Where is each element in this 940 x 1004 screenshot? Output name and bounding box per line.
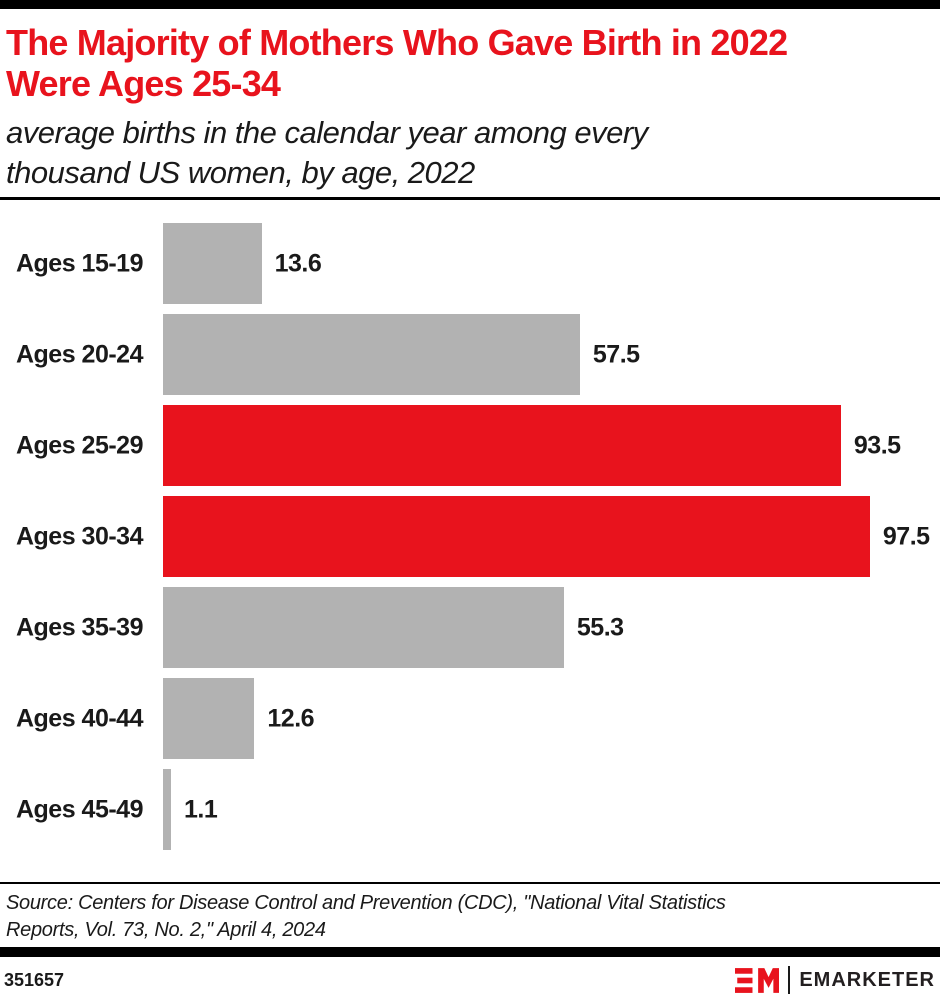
logo-divider	[787, 966, 791, 994]
bar-row: Ages 45-49 1.1	[0, 769, 940, 850]
header-divider	[0, 197, 940, 200]
chart-id: 351657	[4, 969, 65, 990]
value-label: 12.6	[267, 704, 315, 732]
top-accent-bar	[0, 0, 940, 9]
bar-row: Ages 35-39 55.3	[0, 587, 940, 668]
bar-row: Ages 30-34 97.5	[0, 496, 940, 577]
value-label: 97.5	[882, 522, 930, 550]
category-label: Ages 35-39	[15, 613, 144, 641]
value-label: 13.6	[274, 249, 322, 277]
footer-accent-bar	[0, 947, 940, 957]
bar	[163, 496, 870, 577]
value-label: 55.3	[576, 613, 624, 641]
brand-name: EMARKETER	[799, 968, 935, 991]
bar-row: Ages 20-24 57.5	[0, 314, 940, 395]
source-note: Source: Centers for Disease Control and …	[0, 884, 940, 947]
category-label: Ages 45-49	[15, 795, 144, 823]
bar	[163, 405, 841, 486]
bar-chart: Ages 15-19 13.6 Ages 20-24 57.5 Ages 25-29 93…	[0, 200, 940, 882]
source-line-1: Source: Centers for Disease Control and …	[6, 892, 726, 914]
category-label: Ages 30-34	[15, 522, 144, 550]
category-label: Ages 15-19	[15, 249, 144, 277]
subtitle-line-1: average births in the calendar year amon…	[6, 115, 648, 150]
value-label: 93.5	[853, 431, 901, 459]
bar-row: Ages 40-44 12.6	[0, 678, 940, 759]
source-divider	[0, 882, 940, 884]
chart-header: The Majority of Mothers Who Gave Birth i…	[0, 9, 940, 197]
bar-row: Ages 15-19 13.6	[0, 223, 940, 304]
page-title-line-1: The Majority of Mothers Who Gave Birth i…	[6, 22, 788, 63]
bar	[163, 223, 262, 304]
value-label: 1.1	[184, 795, 218, 823]
bar	[163, 769, 171, 850]
category-label: Ages 40-44	[15, 704, 144, 732]
chart-subtitle: average births in the calendar year amon…	[6, 113, 934, 193]
footer: 351657 EMARKETER	[0, 957, 940, 1003]
subtitle-line-2: thousand US women, by age, 2022	[6, 155, 475, 190]
em-logo-icon	[734, 967, 779, 993]
value-label: 57.5	[592, 340, 640, 368]
source-line-2: Reports, Vol. 73, No. 2," April 4, 2024	[6, 919, 326, 941]
bar	[163, 587, 564, 668]
page-title-line-2: Were Ages 25-34	[6, 63, 281, 104]
category-label: Ages 25-29	[15, 431, 144, 459]
bar	[163, 314, 580, 395]
bar	[163, 678, 255, 759]
category-label: Ages 20-24	[15, 340, 144, 368]
bar-row: Ages 25-29 93.5	[0, 405, 940, 486]
emarketer-logo: EMARKETER	[734, 966, 935, 994]
